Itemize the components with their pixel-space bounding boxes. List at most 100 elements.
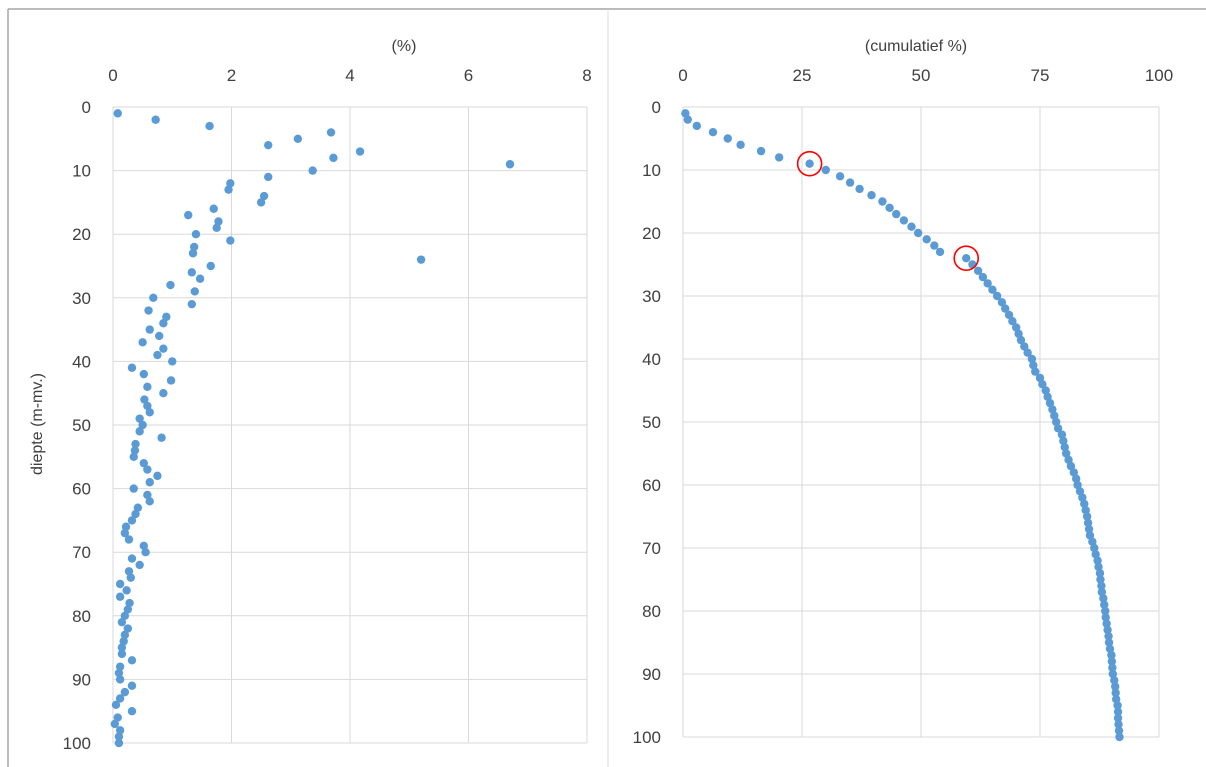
data-point-cum-85 [1104,638,1114,647]
data-point-cum-15 [878,197,887,206]
data-point-pct-63 [133,503,143,512]
data-point-cum-31 [997,298,1007,307]
data-point-pct-28 [166,280,175,290]
data-point-cum-4 [708,128,718,137]
data-point-cum-69 [1088,537,1097,546]
data-point-pct-98 [115,726,125,735]
data-point-pct-89 [114,668,124,678]
data-point-cum-28 [983,279,992,288]
data-point-pct-100 [114,738,124,748]
data-point-pct-5 [293,134,303,143]
x-tick-label-pct-3: 6 [464,66,473,85]
data-point-cum-87 [1107,650,1116,660]
data-point-pct-52 [157,433,166,442]
data-point-cum-41 [1029,361,1038,370]
data-point-pct-46 [140,395,149,404]
data-point-cum-82 [1102,619,1111,628]
data-point-pct-39 [153,350,162,360]
data-point-cum-36 [1014,329,1023,338]
data-point-cum-95 [1113,701,1122,710]
data-point-pct-1 [113,109,122,118]
data-point-cum-68 [1085,531,1095,540]
data-point-pct-75 [115,579,125,589]
data-point-cum-9 [805,159,814,168]
data-point-cum-97 [1113,713,1123,723]
data-point-pct-38 [159,344,168,353]
data-point-pct-64 [131,509,140,519]
x-tick-label-pct-4: 8 [582,66,591,85]
data-point-pct-76 [122,586,131,595]
data-point-pct-41 [127,363,137,372]
data-point-cum-2 [683,115,692,124]
data-point-cum-23 [935,247,945,257]
y-tick-label-cum-4: 40 [642,350,661,369]
data-point-pct-80 [120,611,130,620]
data-point-cum-81 [1101,613,1110,622]
data-point-cum-59 [1071,474,1081,483]
data-point-cum-7 [756,146,766,156]
data-point-cum-40 [1027,354,1037,364]
data-point-cum-84 [1104,632,1113,641]
data-point-pct-79 [123,605,133,614]
data-point-pct-90 [115,675,125,684]
x-tick-label-cum-1: 25 [793,66,812,85]
data-point-cum-53 [1059,436,1068,446]
data-point-pct-72 [135,560,144,570]
y-tick-label-cum-6: 60 [642,476,661,495]
data-point-pct-31 [187,299,197,309]
data-point-pct-14 [259,191,269,201]
data-point-pct-54 [130,446,140,455]
data-point-pct-49 [135,414,144,423]
data-point-pct-97 [110,719,119,729]
data-point-cum-78 [1099,594,1108,603]
data-point-cum-58 [1069,468,1078,477]
data-point-cum-42 [1031,367,1040,376]
data-point-pct-74 [126,573,135,582]
data-point-cum-17 [892,209,901,219]
data-point-cum-54 [1060,443,1069,452]
data-point-pct-94 [111,700,121,710]
y-tick-label-pct-6: 60 [72,480,91,499]
data-point-cum-55 [1061,449,1071,458]
highlight-circle-1 [796,150,823,177]
data-point-cum-93 [1111,688,1120,698]
data-point-pct-93 [115,694,125,703]
data-point-cum-48 [1048,405,1057,414]
data-point-cum-5 [723,134,732,143]
data-point-cum-10 [821,165,830,175]
data-point-pct-11 [264,172,273,182]
data-point-pct-36 [155,331,164,341]
y-tick-label-cum-9: 90 [642,665,661,684]
y-tick-label-pct-8: 80 [72,607,91,626]
data-point-cum-8 [774,153,784,162]
data-point-pct-82 [123,624,133,633]
data-point-cum-80 [1101,606,1110,616]
data-point-pct-57 [143,465,152,474]
data-point-pct-56 [139,458,149,468]
data-point-pct-99 [114,732,124,741]
y-tick-label-pct-5: 50 [72,416,91,435]
data-point-pct-69 [139,541,149,551]
x-tick-label-pct-2: 4 [345,66,354,85]
data-point-cum-77 [1097,587,1107,597]
y-tick-label-cum-10: 100 [633,728,661,747]
data-point-cum-30 [992,291,1002,301]
data-point-pct-88 [115,662,125,671]
data-point-cum-90 [1108,669,1118,679]
y-tick-label-cum-7: 70 [642,539,661,558]
data-point-pct-48 [145,408,154,417]
y-axis-title-depth: diepte (m-mv.) [29,373,46,475]
data-point-cum-98 [1114,720,1123,729]
data-point-cum-25 [968,260,977,269]
data-point-cum-62 [1078,493,1087,502]
data-point-pct-78 [125,598,134,608]
data-point-pct-42 [139,369,149,379]
highlight-circle-2 [953,245,980,272]
data-point-cum-52 [1057,430,1067,439]
x-tick-label-cum-2: 50 [912,66,931,85]
data-point-pct-16 [209,204,218,213]
data-point-pct-15 [256,198,266,207]
data-point-pct-61 [143,490,152,500]
data-point-cum-35 [1012,323,1021,332]
